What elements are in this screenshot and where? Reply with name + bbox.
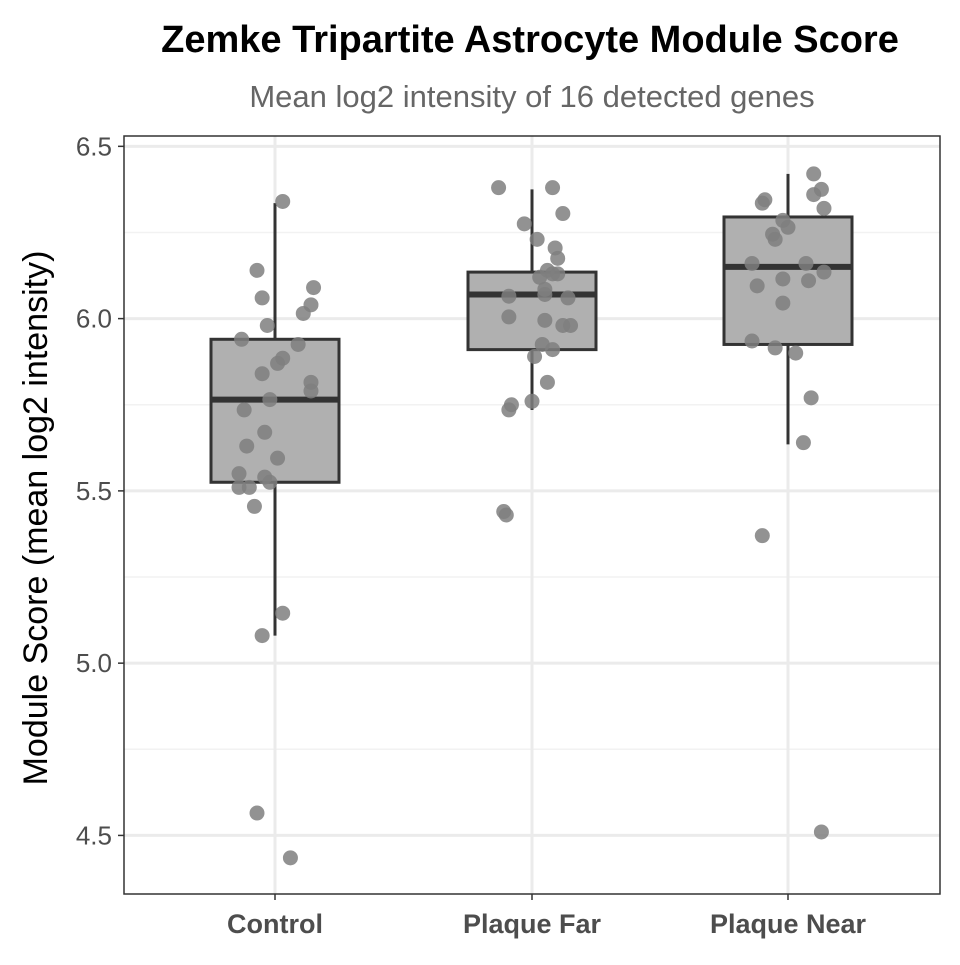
data-point <box>816 264 832 280</box>
data-point <box>803 390 819 406</box>
data-point <box>231 479 247 495</box>
data-point <box>744 333 760 349</box>
data-point <box>239 438 255 454</box>
y-tick-label: 6.0 <box>76 304 112 334</box>
y-tick-label: 5.5 <box>76 476 112 506</box>
data-point <box>749 278 765 294</box>
chart-subtitle: Mean log2 intensity of 16 detected genes <box>249 79 814 114</box>
data-point <box>491 180 507 196</box>
data-point <box>254 628 270 644</box>
data-point <box>816 200 832 216</box>
box-rect <box>466 270 598 352</box>
data-point <box>537 312 553 328</box>
y-tick-label: 4.5 <box>76 820 112 850</box>
data-point <box>524 393 540 409</box>
data-point <box>246 498 262 514</box>
y-tick-label: 5.0 <box>76 648 112 678</box>
data-point <box>795 435 811 451</box>
x-tick-label: Plaque Near <box>710 909 867 939</box>
data-point <box>806 166 822 182</box>
data-point <box>262 392 278 408</box>
data-point <box>236 402 252 418</box>
data-point <box>550 266 566 282</box>
data-point <box>798 255 814 271</box>
plot-panel: 4.5 5.0 5.5 6.0 6.5 Control Plaque Far Plaque N… <box>76 131 941 939</box>
data-point <box>539 374 555 390</box>
data-point <box>270 355 286 371</box>
data-point <box>806 187 822 203</box>
data-point <box>754 528 770 544</box>
data-point <box>754 195 770 211</box>
data-point <box>290 336 306 352</box>
y-axis-title: Module Score (mean log2 intensity) <box>17 251 55 786</box>
data-point <box>788 345 804 361</box>
data-point <box>270 450 286 466</box>
data-point <box>241 479 257 495</box>
data-point <box>254 366 270 382</box>
data-point <box>262 474 278 490</box>
data-point <box>295 305 311 321</box>
data-point <box>282 850 298 866</box>
data-point <box>555 206 571 222</box>
data-point <box>537 286 553 302</box>
data-point <box>275 605 291 621</box>
data-point <box>545 180 561 196</box>
y-tick-label: 6.5 <box>76 131 112 161</box>
data-point <box>767 340 783 356</box>
x-tick-label: Plaque Far <box>463 909 602 939</box>
data-point <box>529 231 545 247</box>
data-point <box>501 402 517 418</box>
box-rect <box>722 215 854 346</box>
data-point <box>501 288 517 304</box>
data-point <box>563 318 579 333</box>
data-point <box>813 824 829 840</box>
data-point <box>275 193 291 209</box>
data-point <box>249 262 265 278</box>
data-point <box>560 290 576 306</box>
x-tick-label: Control <box>227 909 323 939</box>
data-point <box>259 318 275 333</box>
data-point <box>249 805 265 821</box>
data-point <box>501 309 517 325</box>
data-point <box>303 383 319 399</box>
data-point <box>550 250 566 266</box>
data-point <box>545 342 561 358</box>
data-point <box>498 507 514 523</box>
data-point <box>527 349 543 365</box>
data-point <box>257 424 273 440</box>
chart-title: Zemke Tripartite Astrocyte Module Score <box>161 19 899 61</box>
data-point <box>532 269 548 285</box>
data-point <box>744 255 760 271</box>
data-point <box>775 295 791 311</box>
data-point <box>767 231 783 247</box>
data-point <box>306 280 322 296</box>
data-point <box>775 271 791 287</box>
data-point <box>231 466 247 482</box>
data-point <box>801 273 817 289</box>
data-point <box>234 331 250 347</box>
data-point <box>254 290 270 306</box>
data-point <box>780 219 796 235</box>
data-point <box>516 216 532 232</box>
